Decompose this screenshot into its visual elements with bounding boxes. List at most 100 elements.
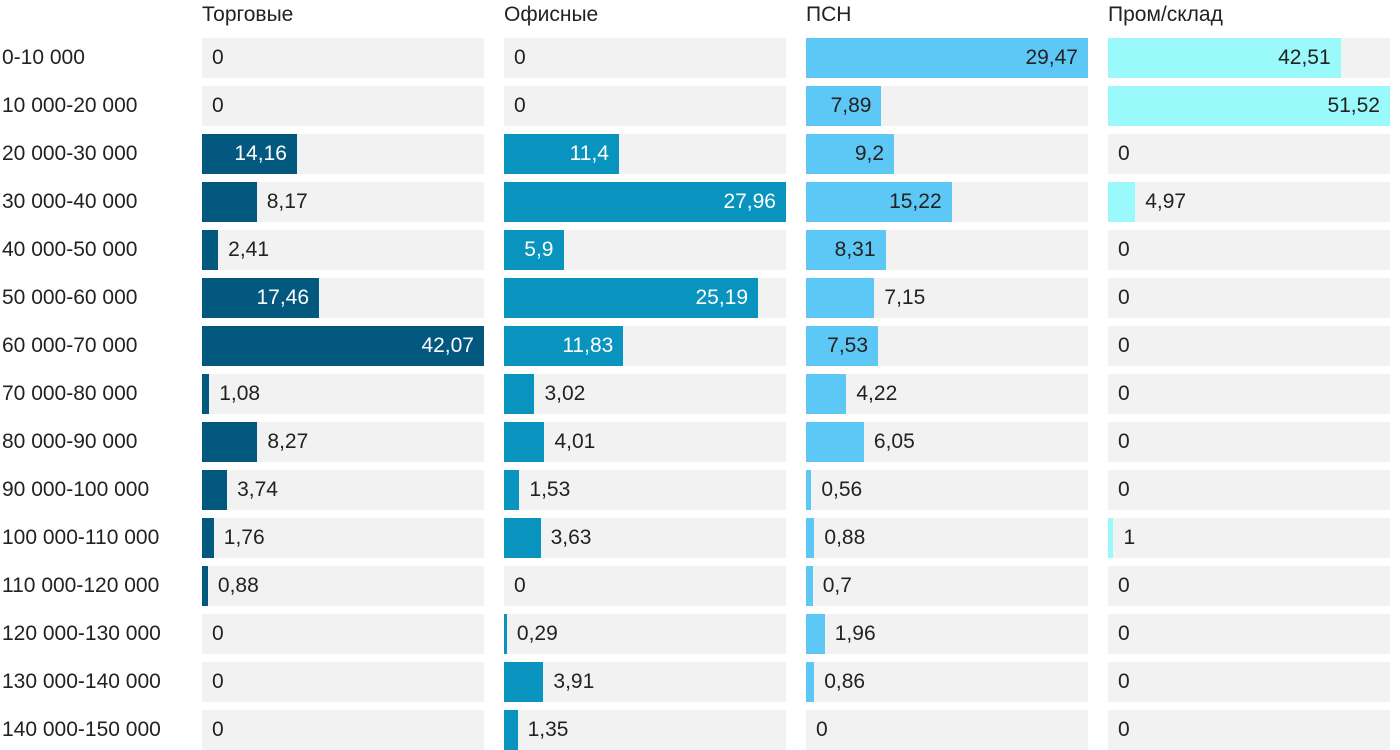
bar — [202, 278, 320, 318]
bar-track: 1,08 — [202, 374, 484, 414]
bar-track: 0 — [1108, 374, 1390, 414]
bar-track: 2,41 — [202, 230, 484, 270]
bar — [504, 614, 507, 654]
data-label: 3,91 — [553, 670, 595, 693]
row-label: 60 000-70 000 — [2, 334, 138, 357]
bar-track: 9,2 — [806, 134, 1088, 174]
bar-track: 0 — [806, 710, 1088, 750]
bar — [806, 182, 952, 222]
bar-track: 7,15 — [806, 278, 1088, 318]
bar — [806, 278, 875, 318]
bar — [202, 566, 208, 606]
bar — [504, 374, 535, 414]
row-label: 100 000-110 000 — [2, 526, 160, 549]
bar — [202, 182, 257, 222]
data-label: 29,47 — [1025, 46, 1078, 69]
row-label: 140 000-150 000 — [2, 718, 161, 741]
data-label: 1,76 — [223, 526, 265, 549]
bar-track: 0 — [202, 38, 484, 78]
data-label: 0 — [1118, 238, 1130, 261]
bar-track: 3,91 — [504, 662, 786, 702]
row-label: 0-10 000 — [2, 46, 85, 69]
bar — [504, 422, 545, 462]
data-label: 8,31 — [834, 238, 876, 261]
bar-track: 7,53 — [806, 326, 1088, 366]
series-header: Офисные — [504, 3, 599, 26]
bar — [202, 326, 484, 366]
data-label: 0,29 — [516, 622, 558, 645]
bar — [504, 230, 564, 270]
data-label: 0,88 — [217, 574, 259, 597]
data-label: 3,02 — [544, 382, 586, 405]
bar — [806, 38, 1088, 78]
bar — [806, 566, 813, 606]
bar-track: 15,22 — [806, 182, 1088, 222]
data-label: 0,56 — [821, 478, 863, 501]
bar — [1108, 518, 1114, 558]
data-label: 17,46 — [256, 286, 310, 309]
bar — [806, 134, 895, 174]
data-label: 2,41 — [228, 238, 270, 261]
data-label: 8,17 — [266, 190, 308, 213]
data-label: 42,51 — [1278, 46, 1331, 69]
bar-track: 0 — [202, 614, 484, 654]
bar — [202, 470, 228, 510]
bar — [806, 422, 864, 462]
bar-track: 8,31 — [806, 230, 1088, 270]
data-label: 0 — [212, 718, 224, 741]
data-label: 0 — [514, 574, 526, 597]
data-label: 4,97 — [1145, 190, 1187, 213]
bar — [202, 374, 210, 414]
bar-track: 0 — [202, 662, 484, 702]
bar-track: 3,74 — [202, 470, 484, 510]
bar-track: 0 — [1108, 662, 1390, 702]
data-label: 1,96 — [834, 622, 876, 645]
bar-track: 0 — [1108, 422, 1390, 462]
bar-track: 0 — [1108, 614, 1390, 654]
bar-track: 51,52 — [1108, 86, 1390, 126]
row-label: 110 000-120 000 — [2, 574, 160, 597]
bar-track: 0 — [504, 86, 786, 126]
row-label: 20 000-30 000 — [2, 142, 138, 165]
bar-track: 27,96 — [504, 182, 786, 222]
data-label: 1,53 — [529, 478, 571, 501]
data-label: 0 — [1118, 670, 1130, 693]
bar-track: 0,29 — [504, 614, 786, 654]
bar-track: 42,51 — [1108, 38, 1390, 78]
bar-track: 29,47 — [806, 38, 1088, 78]
bar-track: 42,07 — [202, 326, 484, 366]
data-label: 15,22 — [889, 190, 942, 213]
data-label: 11,83 — [562, 334, 614, 357]
row-label: 40 000-50 000 — [2, 238, 138, 261]
data-label: 0,7 — [822, 574, 852, 597]
data-label: 8,27 — [267, 430, 309, 453]
bar-track: 0 — [1108, 326, 1390, 366]
data-label: 0 — [212, 622, 224, 645]
bar-track: 11,83 — [504, 326, 786, 366]
row-label: 50 000-60 000 — [2, 286, 138, 309]
bar — [1108, 86, 1390, 126]
bar — [504, 134, 619, 174]
bar — [504, 518, 541, 558]
data-label: 7,15 — [884, 286, 926, 309]
bar-track: 0 — [1108, 470, 1390, 510]
series-header: Пром/склад — [1108, 3, 1223, 26]
data-label: 0 — [1118, 286, 1130, 309]
bar-track: 0 — [1108, 566, 1390, 606]
bar — [202, 230, 219, 270]
data-label: 7,89 — [830, 94, 872, 117]
data-label: 0 — [1118, 142, 1130, 165]
data-label: 0 — [212, 94, 224, 117]
data-label: 0 — [514, 94, 526, 117]
series-header: Торговые — [202, 3, 294, 26]
row-label: 120 000-130 000 — [2, 622, 161, 645]
bar — [504, 710, 518, 750]
data-label: 0 — [1118, 718, 1130, 741]
bar-track: 3,63 — [504, 518, 786, 558]
data-label: 6,05 — [873, 430, 915, 453]
bar-track: 0,56 — [806, 470, 1088, 510]
series-header: ПСН — [806, 3, 852, 26]
bar-track: 11,4 — [504, 134, 786, 174]
bar — [202, 134, 297, 174]
bar-track: 0 — [1108, 278, 1390, 318]
